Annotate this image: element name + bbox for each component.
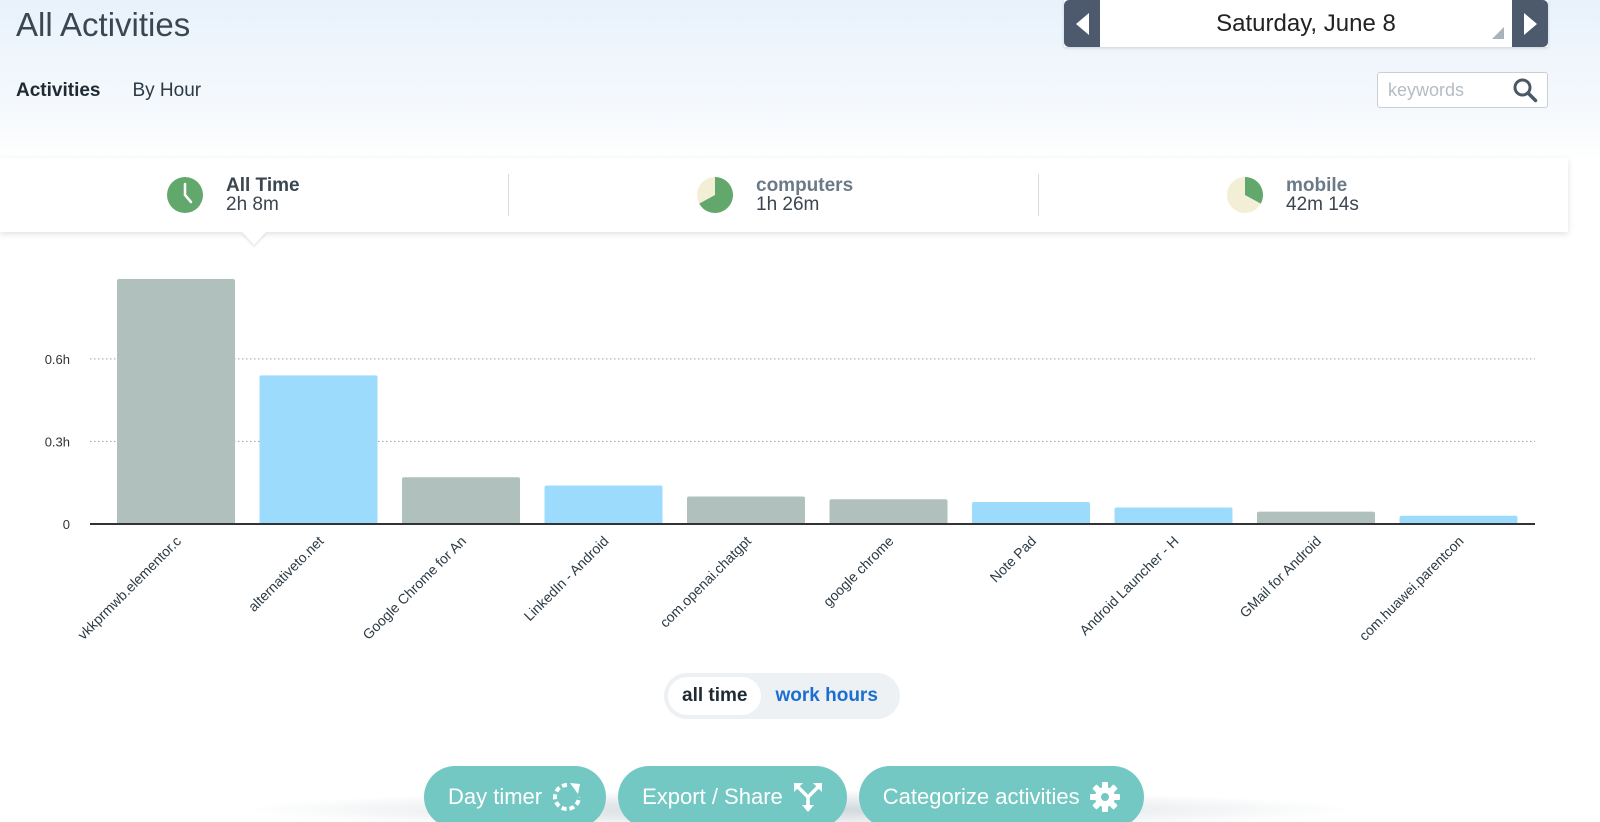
activity-chart: 0 0.3h 0.6h vkkprmwb.elementor.c alternative…: [0, 250, 1600, 660]
y-tick-label: 0: [63, 517, 70, 532]
refresh-icon: [553, 783, 582, 811]
range-option-work-hours[interactable]: work hours: [775, 685, 878, 706]
bar: [972, 501, 1090, 524]
bar: [829, 499, 948, 524]
y-tick-label: 0.6h: [45, 352, 70, 367]
summary-computers-text: computers 1h 26m: [756, 176, 853, 214]
date-picker[interactable]: Saturday, June 8: [1100, 0, 1512, 47]
tab-by-hour[interactable]: By Hour: [132, 80, 202, 101]
range-option-all-time[interactable]: all time: [668, 677, 762, 715]
summary-computers[interactable]: computers 1h 26m: [508, 158, 1038, 232]
day-timer-button[interactable]: Day timer: [424, 766, 607, 822]
search-icon[interactable]: [1512, 77, 1538, 103]
bar: [1399, 515, 1518, 524]
x-tick-label: com.huawei.parentcon: [1356, 533, 1467, 644]
summary-all-time-text: All Time 2h 8m: [226, 176, 300, 214]
share-icon: [793, 783, 822, 812]
gear-icon: [1089, 782, 1120, 812]
search-box: [1377, 72, 1548, 108]
bar: [1114, 507, 1233, 524]
date-navigator: Saturday, June 8: [1064, 0, 1548, 47]
bar: [544, 485, 663, 524]
bar: [117, 279, 235, 524]
summary-label: computers: [756, 175, 854, 196]
summary-value: 42m 14s: [1286, 194, 1359, 215]
summary-value: 1h 26m: [756, 194, 820, 215]
categorize-label: Categorize activities: [882, 784, 1080, 809]
day-timer-label: Day timer: [448, 784, 543, 809]
view-tabs: Activities By Hour: [16, 80, 201, 102]
device-summary-bar: All Time 2h 8m computers 1h 26m mobile 4…: [0, 158, 1568, 232]
previous-day-button[interactable]: [1064, 0, 1100, 47]
pie-icon: [1227, 177, 1263, 213]
x-tick-label: alternativeto.net: [245, 533, 327, 615]
caret-left-icon: [1075, 12, 1089, 35]
x-tick-label: LinkedIn - Android: [521, 533, 612, 624]
date-label: Saturday, June 8: [1216, 9, 1396, 37]
range-toggle: all time work hours: [664, 673, 900, 719]
action-toolbar: Day timer Export / Share Categorize acti…: [424, 766, 1144, 822]
x-tick-label: com.openai.chatgpt: [656, 533, 754, 631]
bar: [402, 477, 520, 524]
x-tick-label: Android Launcher - H: [1076, 533, 1181, 638]
pie-icon: [697, 177, 734, 213]
activity-bar-chart: 0 0.3h 0.6h vkkprmwb.elementor.c alternative…: [45, 279, 1535, 644]
summary-label: All Time: [226, 175, 300, 196]
bar: [1257, 511, 1375, 524]
summary-all-time[interactable]: All Time 2h 8m: [0, 158, 508, 232]
summary-label: mobile: [1286, 175, 1348, 196]
page-title: All Activities: [16, 6, 191, 43]
tab-activities[interactable]: Activities: [16, 80, 101, 101]
export-share-button[interactable]: Export / Share: [618, 766, 847, 822]
bar: [687, 496, 805, 524]
summary-pointer: [242, 232, 266, 245]
x-tick-label: google chrome: [820, 533, 897, 610]
y-tick-label: 0.3h: [45, 434, 70, 449]
summary-value: 2h 8m: [226, 194, 279, 215]
bar: [259, 375, 378, 524]
export-share-label: Export / Share: [642, 784, 783, 809]
next-day-button[interactable]: [1512, 0, 1548, 47]
caret-right-icon: [1523, 12, 1537, 35]
search-input[interactable]: [1378, 79, 1506, 101]
x-tick-label: GMail for Android: [1236, 533, 1324, 621]
summary-mobile[interactable]: mobile 42m 14s: [1038, 158, 1568, 232]
resize-corner-icon: [1492, 27, 1504, 39]
x-tick-label: Google Chrome for An: [359, 533, 469, 643]
categorize-activities-button[interactable]: Categorize activities: [858, 766, 1144, 822]
clock-icon: [167, 177, 203, 213]
x-tick-label: vkkprmwb.elementor.c: [74, 533, 184, 643]
summary-mobile-text: mobile 42m 14s: [1286, 176, 1359, 214]
x-tick-label: Note Pad: [987, 533, 1040, 586]
